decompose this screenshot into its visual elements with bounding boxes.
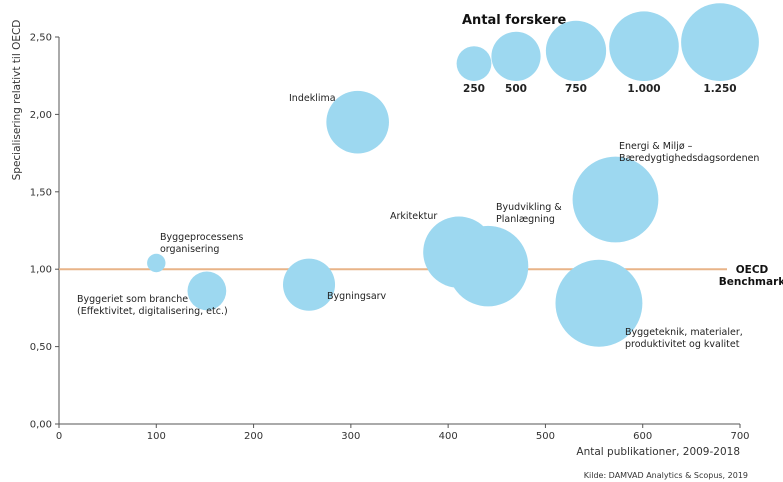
- legend-size-label: 500: [505, 83, 527, 95]
- benchmark-label-line: Benchmark: [719, 276, 783, 288]
- bubble-label: Arkitektur: [390, 211, 437, 222]
- y-tick-label: 1,00: [30, 265, 52, 276]
- source-note: Kilde: DAMVAD Analytics & Scopus, 2019: [584, 471, 748, 480]
- bubble-label-line: Arkitektur: [390, 211, 437, 222]
- x-axis-label: Antal publikationer, 2009-2018: [576, 446, 740, 458]
- legend-bubble: [681, 3, 759, 81]
- x-tick-label: 400: [439, 431, 458, 442]
- bubble-label: Byggeprocessens organisering: [160, 232, 243, 255]
- bubble-label: Byggeteknik, materialer, produktivitet og…: [625, 327, 743, 350]
- bubble-label-line: Byggeprocessens: [160, 232, 243, 243]
- bubble: [147, 254, 165, 272]
- bubble-label: Bygningsarv: [327, 291, 387, 302]
- bubble: [573, 157, 659, 243]
- size-legend: Antal forskere 250 500 750 1.000 1.250: [457, 3, 759, 95]
- oecd-benchmark: OECD Benchmark: [59, 264, 783, 288]
- y-tick-label: 1,50: [30, 187, 52, 198]
- legend-title: Antal forskere: [462, 13, 567, 28]
- x-tick-label: 0: [56, 431, 62, 442]
- bubble: [326, 91, 389, 154]
- legend-bubble: [491, 32, 540, 81]
- bubble-label: Energi & Miljø – Bæredygtighedsdagsordene…: [619, 141, 759, 164]
- bubbles: Byggeprocessens organisering Byggeriet som…: [77, 91, 759, 350]
- bubble-label-line: Energi & Miljø –: [619, 141, 693, 152]
- y-axis-label: Specialisering relativt til OECD: [11, 20, 23, 181]
- x-tick-label: 500: [536, 431, 555, 442]
- bubble-label-line: Planlægning: [496, 214, 555, 225]
- bubble-label-line: Indeklima: [289, 93, 336, 104]
- x-tick-label: 300: [341, 431, 360, 442]
- y-tick-label: 0,50: [30, 342, 52, 353]
- legend-bubble: [609, 11, 679, 81]
- legend-size-label: 750: [565, 83, 587, 95]
- x-tick-label: 200: [244, 431, 263, 442]
- bubble-label-line: produktivitet og kvalitet: [625, 339, 740, 350]
- bubble-label-line: organisering: [160, 244, 219, 255]
- benchmark-label: OECD Benchmark: [719, 264, 783, 288]
- bubble-label-line: Byggeriet som branche: [77, 294, 188, 305]
- bubble-label-line: Bygningsarv: [327, 291, 387, 302]
- bubble-label-line: Byudvikling &: [496, 202, 562, 213]
- bubble-label-line: Bæredygtighedsdagsordenen: [619, 153, 759, 164]
- x-tick-label: 600: [633, 431, 652, 442]
- y-tick-label: 2,00: [30, 110, 52, 121]
- benchmark-label-line: OECD: [736, 264, 769, 276]
- legend-bubble: [457, 46, 492, 81]
- bubble-label-line: Byggeteknik, materialer,: [625, 327, 743, 338]
- legend-size-label: 250: [463, 83, 485, 95]
- bubble: [188, 272, 227, 311]
- bubble-label: Indeklima: [289, 93, 336, 104]
- legend-bubble: [546, 21, 606, 81]
- x-tick-label: 100: [147, 431, 166, 442]
- bubble-label-line: (Effektivitet, digitalisering, etc.): [77, 306, 228, 317]
- bubble: [448, 226, 529, 307]
- legend-size-label: 1.000: [627, 83, 660, 95]
- y-tick-label: 2,50: [30, 33, 52, 44]
- bubble: [283, 259, 335, 311]
- legend-size-label: 1.250: [703, 83, 736, 95]
- y-tick-label: 0,00: [30, 420, 52, 431]
- x-tick-label: 700: [730, 431, 749, 442]
- bubble-label: Byudvikling & Planlægning: [496, 202, 562, 225]
